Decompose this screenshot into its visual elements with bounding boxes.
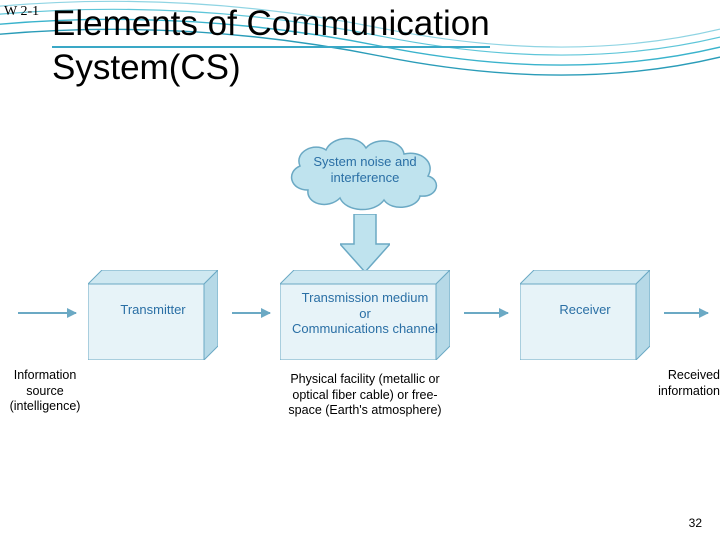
receiver-box: Receiver: [520, 270, 650, 360]
title-line-1: Elements of Communication: [52, 4, 490, 48]
arrow-channel-to-receiver: [464, 312, 508, 314]
noise-arrow-down: [340, 214, 390, 272]
cloud-label-line2: interference: [331, 170, 400, 185]
src1-l2: source: [26, 384, 64, 398]
channel-label-l3: Communications channel: [292, 321, 438, 336]
information-source-label: Information source (intelligence): [0, 368, 90, 415]
src3-l1: Received: [668, 368, 720, 382]
arrow-receiver-to-destination: [664, 312, 708, 314]
channel-label-l1: Transmission medium: [302, 290, 429, 305]
channel-sub-label: Physical facility (metallic or optical f…: [260, 372, 470, 419]
channel-label-l2: or: [359, 306, 371, 321]
src1-l3: (intelligence): [10, 399, 81, 413]
noise-cloud: System noise and interference: [280, 132, 450, 214]
arrow-source-to-transmitter: [18, 312, 76, 314]
communication-system-diagram: System noise and interference Transmitte…: [0, 120, 720, 500]
src2-l2: optical fiber cable) or free-: [292, 388, 437, 402]
transmitter-box: Transmitter: [88, 270, 218, 360]
page-number: 32: [689, 516, 702, 530]
src2-l3: space (Earth's atmosphere): [288, 403, 441, 417]
cloud-label-line1: System noise and: [313, 154, 416, 169]
arrow-transmitter-to-channel: [232, 312, 270, 314]
src3-l2: information: [658, 384, 720, 398]
received-information-label: Received information: [636, 368, 720, 399]
src2-l1: Physical facility (metallic or: [290, 372, 439, 386]
src1-l1: Information: [14, 368, 77, 382]
title-line-2: System(CS): [52, 48, 241, 87]
receiver-label: Receiver: [520, 302, 650, 318]
noise-cloud-label: System noise and interference: [280, 154, 450, 187]
channel-label: Transmission medium or Communications ch…: [280, 290, 450, 337]
page-title: Elements of Communication System(CS): [52, 4, 490, 89]
page-tag: W 2-1: [4, 4, 39, 20]
channel-box: Transmission medium or Communications ch…: [280, 270, 450, 360]
transmitter-label: Transmitter: [88, 302, 218, 318]
